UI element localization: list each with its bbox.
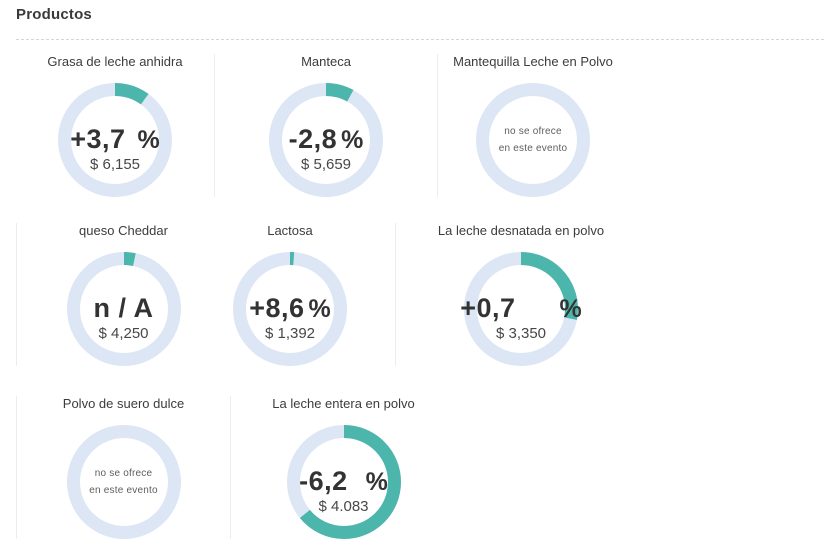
donut-center-label: +8,6% $ 1,392 bbox=[233, 252, 347, 366]
pct-change-row: -6,2% bbox=[299, 466, 388, 497]
pct-change-row: +0,7% bbox=[460, 293, 582, 324]
pct-unit: % bbox=[308, 294, 331, 323]
product-card: La leche entera en polvo -6,2% $ 4.083 bbox=[230, 396, 824, 539]
product-card: La leche desnatada en polvo +0,7% $ 3,35… bbox=[395, 223, 824, 366]
donut-center-label: +3,7% $ 6,155 bbox=[58, 83, 172, 197]
product-card: Mantequilla Leche en Polvo no se ofrece … bbox=[437, 54, 824, 197]
not-offered-line-2: en este evento bbox=[89, 485, 158, 496]
product-row-1: Grasa de leche anhidra +3,7% $ 6,155 Man… bbox=[16, 54, 824, 197]
product-title: queso Cheddar bbox=[79, 223, 168, 238]
pct-change-row: +8,6% bbox=[249, 293, 331, 324]
donut-ring-svg bbox=[233, 252, 347, 366]
product-title: Mantequilla Leche en Polvo bbox=[453, 54, 613, 69]
pct-change-value: -6,2 bbox=[299, 465, 348, 496]
price-value: $ 5,659 bbox=[300, 155, 352, 173]
pct-unit: % bbox=[365, 467, 388, 496]
card-inner: La leche desnatada en polvo +0,7% $ 3,35… bbox=[396, 223, 646, 366]
price-value: $ 4,250 bbox=[98, 324, 149, 342]
product-row-3: Polvo de suero dulce no se ofrece en est… bbox=[16, 396, 824, 539]
donut-ring-svg bbox=[58, 83, 172, 197]
pct-change-value: +8,6 bbox=[249, 292, 305, 323]
pct-change-row: -2,8% bbox=[289, 124, 364, 155]
donut-chart: no se ofrece en este evento bbox=[66, 425, 181, 539]
donut-ring-svg bbox=[476, 83, 590, 197]
not-offered-line-1: no se ofrece bbox=[504, 126, 562, 137]
donut-ring-svg bbox=[66, 425, 181, 539]
product-card: Polvo de suero dulce no se ofrece en est… bbox=[16, 396, 230, 539]
product-title: Polvo de suero dulce bbox=[62, 396, 185, 411]
donut-chart: +3,7% $ 6,155 bbox=[58, 83, 172, 197]
pct-change-value: -2,8 bbox=[288, 123, 338, 154]
product-title: Lactosa bbox=[267, 223, 313, 238]
donut-center-label: -2,8% $ 5,659 bbox=[269, 83, 383, 197]
product-row-2: queso Cheddar n / A $ 4,250 Lactosa bbox=[16, 223, 824, 366]
product-card: queso Cheddar n / A $ 4,250 bbox=[16, 223, 230, 366]
pct-change-row: +3,7% bbox=[70, 124, 160, 155]
product-card: Grasa de leche anhidra +3,7% $ 6,155 bbox=[16, 54, 214, 197]
pct-change-value: n / A bbox=[93, 292, 154, 323]
donut-chart: +0,7% $ 3,350 bbox=[460, 252, 582, 366]
pct-change-value: +0,7 bbox=[460, 292, 516, 323]
not-offered-line-2: en este evento bbox=[498, 143, 568, 154]
price-value: $ 3,350 bbox=[495, 324, 547, 342]
donut-ring-svg bbox=[269, 83, 383, 197]
pct-unit: % bbox=[559, 294, 582, 323]
card-inner: Lactosa +8,6% $ 1,392 bbox=[230, 223, 350, 366]
section-divider bbox=[16, 39, 824, 40]
not-offered-label: no se ofrece en este evento bbox=[476, 83, 590, 197]
donut-chart: +8,6% $ 1,392 bbox=[233, 252, 347, 366]
donut-chart: -2,8% $ 5,659 bbox=[269, 83, 383, 197]
pct-unit: % bbox=[341, 125, 364, 154]
product-title: Manteca bbox=[301, 54, 351, 69]
donut-center-label: n / A $ 4,250 bbox=[67, 252, 181, 366]
donut-chart: n / A $ 4,250 bbox=[66, 252, 181, 366]
pct-change-value: +3,7 bbox=[70, 123, 126, 154]
price-value: $ 6,155 bbox=[89, 155, 141, 173]
pct-unit: % bbox=[137, 125, 160, 154]
not-offered-label: no se ofrece en este evento bbox=[67, 425, 181, 539]
product-card: Manteca -2,8% $ 5,659 bbox=[214, 54, 437, 197]
donut-center-label: -6,2% $ 4.083 bbox=[287, 425, 401, 539]
price-value: $ 4.083 bbox=[318, 497, 369, 515]
product-title: La leche desnatada en polvo bbox=[437, 223, 605, 238]
donut-ring-svg bbox=[286, 425, 401, 539]
donut-ring-svg bbox=[464, 252, 578, 366]
product-title: Grasa de leche anhidra bbox=[47, 54, 183, 69]
donut-ring-svg bbox=[66, 252, 181, 366]
price-value: $ 1,392 bbox=[264, 324, 316, 342]
donut-chart: no se ofrece en este evento bbox=[476, 83, 590, 197]
donut-chart: -6,2% $ 4.083 bbox=[286, 425, 401, 539]
product-title: La leche entera en polvo bbox=[272, 396, 415, 411]
pct-change-row: n / A bbox=[94, 293, 154, 324]
product-card: Lactosa +8,6% $ 1,392 bbox=[230, 223, 395, 366]
donut-center-label: +0,7% $ 3,350 bbox=[460, 252, 582, 366]
not-offered-line-1: no se ofrece bbox=[94, 468, 153, 479]
page-title: Productos bbox=[16, 6, 92, 23]
card-inner: La leche entera en polvo -6,2% $ 4.083 bbox=[231, 396, 456, 539]
card-inner: Mantequilla Leche en Polvo no se ofrece … bbox=[438, 54, 628, 197]
